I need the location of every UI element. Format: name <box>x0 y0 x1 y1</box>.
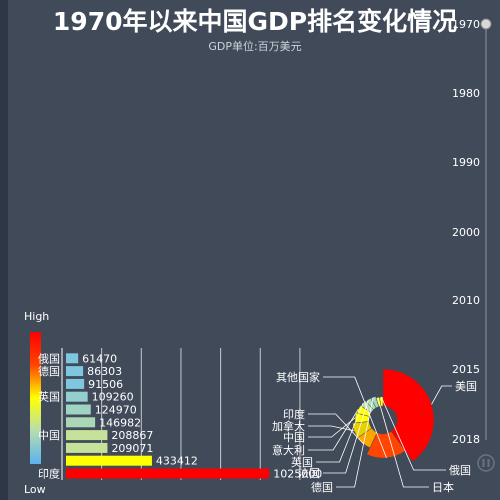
bar-value-label: 61470 <box>82 352 117 365</box>
bar-0[interactable] <box>66 468 270 479</box>
pie-label: 俄国 <box>449 464 471 477</box>
bar-category-label: 德国 <box>38 364 60 378</box>
pie-label-line <box>377 397 429 488</box>
bar-category-label: 印度 <box>38 467 60 481</box>
pie-label: 其他国家 <box>276 370 320 384</box>
bar-category-label: 俄国 <box>38 352 60 365</box>
pie-slice-7[interactable] <box>365 397 377 411</box>
bar-value-label: 146982 <box>99 416 141 429</box>
bar-value-label: 86303 <box>87 365 122 378</box>
pie-label: 美国 <box>455 380 477 393</box>
timeline-label-2015[interactable]: 2015 <box>452 363 480 376</box>
bar-8[interactable] <box>66 366 84 377</box>
bar-value-label: 1025000 <box>273 468 322 481</box>
pie-label: 印度 <box>283 407 305 421</box>
pie-label: 德国 <box>311 480 333 494</box>
bar-6[interactable] <box>66 391 88 402</box>
timeline[interactable]: 1970 1980 1990 2000 2010 2015 2018 <box>452 18 495 472</box>
bar-value-label: 208867 <box>111 429 153 442</box>
pie-label-line <box>323 376 387 459</box>
pie-label-line <box>308 409 359 451</box>
pause-icon[interactable] <box>477 454 495 472</box>
timeline-label-1990[interactable]: 1990 <box>452 156 480 169</box>
bar-value-label: 91506 <box>88 378 123 391</box>
bar-category-label: 英国 <box>38 390 60 404</box>
bar-9[interactable] <box>66 353 79 364</box>
chart-title: 1970年以来中国GDP排名变化情况 <box>52 7 458 36</box>
bar-value-label: 433412 <box>156 455 198 468</box>
pie-slice-1[interactable] <box>366 431 406 459</box>
pie-label-line <box>323 399 369 474</box>
chart-subtitle: GDP单位:百万美元 <box>208 40 302 53</box>
pie-label-line <box>380 396 446 471</box>
bar-7[interactable] <box>66 378 85 389</box>
pie-label-line <box>308 413 364 444</box>
timeline-label-2010[interactable]: 2010 <box>452 294 480 307</box>
bar-4[interactable] <box>66 417 96 428</box>
pie-label: 英国 <box>291 455 313 469</box>
visual-map-low-label: Low <box>24 483 46 496</box>
pie-label: 日本 <box>432 480 454 494</box>
timeline-label-1980[interactable]: 1980 <box>452 87 480 100</box>
left-edge-bar <box>0 0 8 500</box>
pie-label: 法国 <box>298 466 320 480</box>
bar-3[interactable] <box>66 430 108 441</box>
bar-2[interactable] <box>66 442 108 453</box>
pie-label: 意大利 <box>272 443 305 457</box>
visual-map-gradient[interactable] <box>30 332 41 464</box>
bar-category-label: 中国 <box>38 429 60 442</box>
pie-label-line <box>336 397 374 488</box>
bar-value-label: 109260 <box>92 391 134 404</box>
visual-map-high-label: High <box>24 310 49 323</box>
pie-label-line <box>431 385 452 405</box>
bar-1[interactable] <box>66 455 152 466</box>
pie-label-line <box>308 425 355 432</box>
pie-label-line <box>316 403 364 463</box>
pie-label: 加拿大 <box>272 419 305 433</box>
timeline-handle[interactable] <box>480 18 492 30</box>
bar-value-label: 124970 <box>95 404 137 417</box>
timeline-label-2000[interactable]: 2000 <box>452 226 480 239</box>
pie-label-line <box>308 417 356 438</box>
timeline-label-2018[interactable]: 2018 <box>452 433 480 446</box>
pie-label: 中国 <box>283 431 305 444</box>
pie-slice-0[interactable] <box>382 368 435 462</box>
bar-value-label: 209071 <box>111 442 153 455</box>
bar-5[interactable] <box>66 404 91 415</box>
timeline-label-1970[interactable]: 1970 <box>452 18 480 31</box>
